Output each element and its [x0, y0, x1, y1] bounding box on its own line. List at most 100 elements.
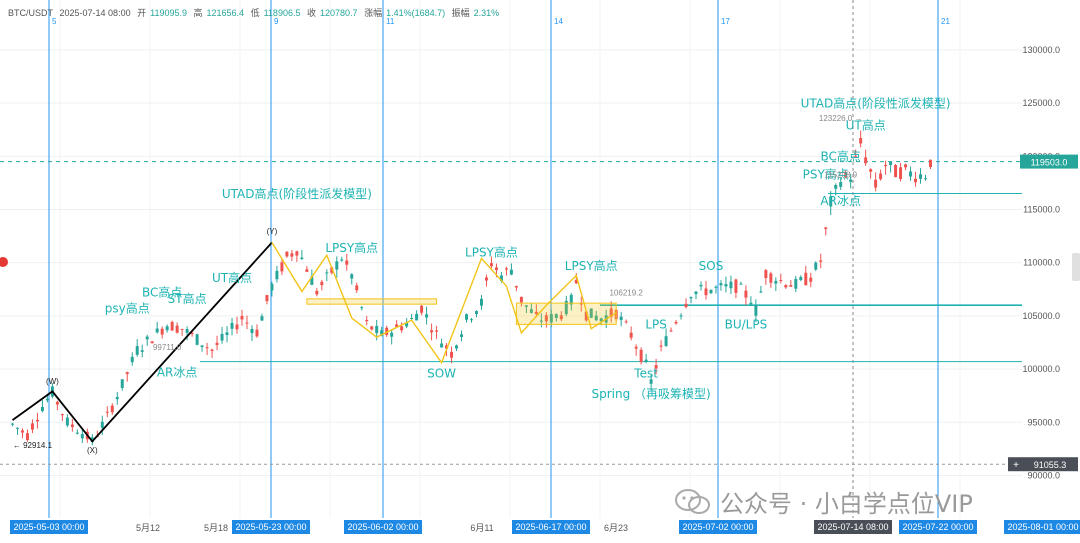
- candle-body: [704, 288, 708, 296]
- close-value: 120780.7: [320, 8, 358, 18]
- wyckoff-annotation: LPSY高点: [565, 258, 618, 273]
- candle-body: [355, 285, 359, 291]
- candle-body: [385, 327, 389, 335]
- candle-body: [25, 433, 29, 441]
- candle-body: [360, 307, 364, 309]
- candle-body: [175, 325, 179, 333]
- wyckoff-annotation: BC高点: [820, 149, 860, 164]
- low-value: 118906.5: [263, 8, 301, 18]
- candle-body: [170, 321, 174, 331]
- candle-body: [150, 341, 154, 344]
- y-tick-label: 115000.0: [1023, 204, 1060, 214]
- candle-body: [794, 278, 798, 289]
- watermark-text: 公众号 · 小白学点位VIP: [720, 490, 973, 518]
- candle-body: [70, 424, 74, 427]
- candle-body: [879, 173, 883, 180]
- candle-body: [335, 261, 339, 270]
- candle-body: [714, 286, 718, 288]
- candle-body: [864, 157, 868, 164]
- candle-body: [834, 185, 838, 189]
- x-axis-date-tag-text: 2025-07-22 00:00: [902, 522, 973, 532]
- candle-body: [619, 316, 623, 321]
- candle-body: [60, 414, 64, 416]
- candle-body: [784, 285, 788, 288]
- vertical-marker-label: 5: [52, 17, 57, 26]
- candle-body: [924, 178, 928, 180]
- candle-body: [564, 300, 568, 315]
- x-axis-date-tag: [1004, 520, 1080, 534]
- x-axis-date-tag-text: 2025-06-17 00:00: [515, 522, 586, 532]
- candle-body: [65, 417, 69, 426]
- candle-body: [764, 270, 768, 279]
- wechat-logo-icon: [675, 488, 710, 514]
- candle-body: [400, 326, 404, 331]
- candle-body: [514, 285, 518, 288]
- candle-body: [365, 320, 369, 322]
- change-value: 1.41%(1684.7): [386, 8, 446, 18]
- candle-body: [210, 349, 214, 351]
- candle-body: [75, 432, 79, 434]
- candle-body: [779, 280, 783, 282]
- wyckoff-annotation: LPSY高点: [465, 244, 518, 259]
- candle-body: [894, 165, 898, 178]
- candle-body: [719, 283, 723, 286]
- x-tick-label: 5月12: [136, 523, 160, 533]
- candle-body: [195, 334, 199, 345]
- candle-body: [415, 313, 419, 321]
- candle-body: [839, 182, 843, 187]
- vertical-marker-label: 9: [274, 17, 279, 26]
- candle-body: [390, 332, 394, 337]
- candle-body: [869, 169, 873, 172]
- candle-body: [340, 259, 344, 261]
- x-axis-date-tag: [344, 520, 422, 534]
- candle-body: [674, 321, 678, 324]
- price-note-label: 123226.0 →: [819, 114, 863, 123]
- candle-body: [315, 290, 319, 295]
- candle-body: [559, 315, 563, 320]
- candle-body: [754, 305, 758, 316]
- candle-body: [709, 289, 713, 294]
- candle-body: [270, 283, 274, 291]
- candle-body: [285, 251, 289, 257]
- candle-body: [609, 308, 613, 318]
- y-tick-label: 110000.0: [1023, 258, 1060, 268]
- candle-body: [684, 303, 688, 308]
- candle-body: [160, 328, 164, 335]
- wyckoff-annotation: PSY高点: [803, 167, 849, 182]
- candle-body: [320, 281, 324, 286]
- candle-body: [110, 405, 114, 413]
- candle-body: [589, 308, 593, 318]
- wyckoff-annotation: Spring （再吸筹模型): [591, 387, 710, 401]
- candle-body: [519, 296, 523, 303]
- y-axis-panel: [1022, 0, 1080, 543]
- candle-body: [180, 328, 184, 330]
- candle-body: [460, 334, 464, 337]
- x-axis-date-tag: [679, 520, 757, 534]
- candle-body: [190, 332, 194, 334]
- candle-body: [375, 325, 379, 334]
- candle-body: [544, 315, 548, 322]
- candle-body: [370, 326, 374, 330]
- candle-body: [430, 330, 434, 333]
- low-label: 低: [250, 8, 260, 18]
- candle-body: [290, 253, 294, 257]
- wyckoff-annotation: psy高点: [105, 301, 150, 316]
- candle-body: [410, 317, 414, 319]
- candle-body: [120, 379, 124, 388]
- accumulation-box: [515, 302, 617, 325]
- x-axis-date-tag-text: 2025-05-23 00:00: [235, 522, 306, 532]
- candle-body: [799, 277, 803, 281]
- high-value: 121656.4: [206, 8, 245, 18]
- candle-body: [644, 359, 648, 362]
- candle-body: [10, 423, 14, 425]
- candle-body: [435, 330, 439, 332]
- candle-body: [659, 345, 663, 347]
- x-axis-date-tag: [512, 520, 590, 534]
- candle-body: [265, 295, 269, 302]
- last-price-tag: [1020, 154, 1078, 169]
- right-scroll-handle[interactable]: [1072, 253, 1080, 281]
- candle-body: [105, 411, 109, 413]
- vertical-marker-label: 14: [554, 17, 563, 26]
- candle-body: [929, 159, 933, 168]
